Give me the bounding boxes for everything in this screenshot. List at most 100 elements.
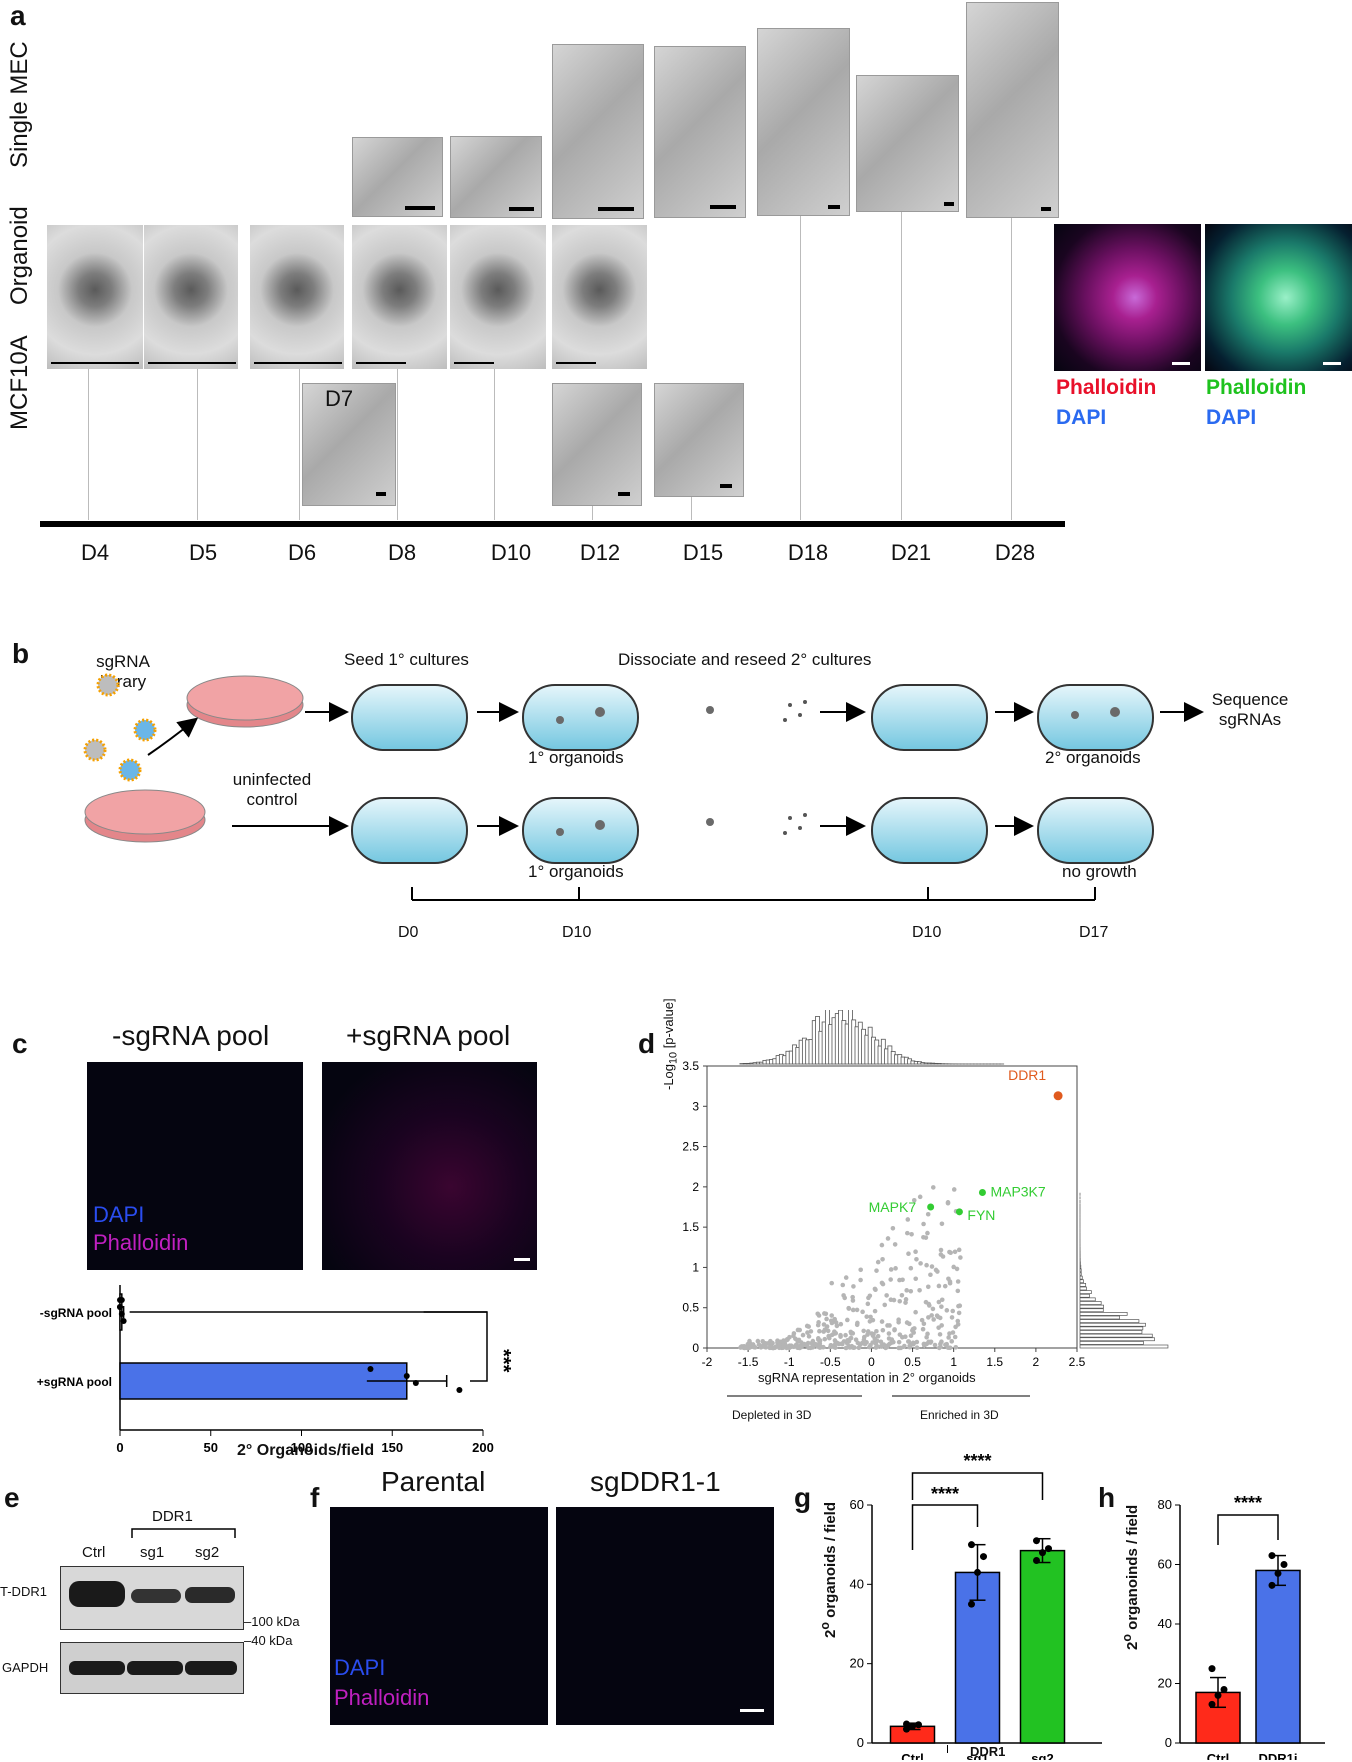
d-point xyxy=(900,1277,905,1283)
d-point xyxy=(857,1342,863,1348)
h-chart-point xyxy=(1220,1685,1228,1693)
c-image-minus-sgrna: DAPI Phalloidin xyxy=(87,1062,303,1270)
g-chart-point xyxy=(1033,1537,1040,1545)
d-xtick-label: 2 xyxy=(1033,1355,1040,1369)
d-point xyxy=(781,1338,786,1343)
d-point xyxy=(946,1345,952,1350)
d-point xyxy=(874,1338,880,1344)
d-point xyxy=(791,1333,796,1339)
d-ytick-label: 2 xyxy=(692,1180,699,1194)
c-point xyxy=(367,1366,374,1372)
d-point xyxy=(944,1308,950,1313)
g-chart-point xyxy=(903,1720,910,1728)
d-point xyxy=(875,1333,881,1339)
d-point xyxy=(902,1343,907,1349)
day-label-d28: D28 xyxy=(994,540,1036,565)
d-point xyxy=(826,1333,832,1339)
day-line xyxy=(494,330,495,520)
d-right-histogram-bar xyxy=(1079,1301,1102,1305)
stain2-phalloidin: Phalloidin xyxy=(1206,376,1307,399)
d-point xyxy=(848,1329,854,1335)
d-point xyxy=(907,1344,913,1350)
day-line xyxy=(299,330,300,520)
d-right-histogram-bar xyxy=(1079,1283,1087,1287)
d-point xyxy=(832,1316,838,1322)
h-chart-category-label: DDR1i xyxy=(1258,1751,1297,1760)
d-point xyxy=(829,1313,835,1318)
d-point xyxy=(899,1293,905,1298)
panel-d-label: d xyxy=(638,1028,656,1059)
d-point xyxy=(939,1297,945,1303)
d-point xyxy=(874,1328,879,1334)
e-blot-ddr1 xyxy=(60,1566,244,1630)
d-point xyxy=(890,1225,896,1231)
d-point xyxy=(940,1254,946,1259)
c-category-label: -sgRNA pool xyxy=(40,1306,112,1320)
day-label-d10: D10 xyxy=(490,540,532,565)
g-chart-category-label: Ctrl xyxy=(901,1751,923,1760)
d-point xyxy=(791,1344,797,1350)
e-mw-100: –100 kDa xyxy=(244,1614,300,1629)
d-point xyxy=(853,1337,859,1342)
c-legend-phalloidin: Phalloidin xyxy=(93,1230,189,1255)
organoid-image-d5 xyxy=(144,225,238,369)
d-point xyxy=(824,1324,830,1329)
d-point xyxy=(829,1320,835,1326)
f-legend-dapi: DAPI xyxy=(334,1655,386,1680)
d-point xyxy=(786,1344,792,1350)
d-point xyxy=(760,1339,765,1344)
d-xtick-label: -2 xyxy=(702,1355,713,1369)
d-point xyxy=(838,1321,844,1327)
day-label-d18: D18 xyxy=(787,540,829,565)
d-highlight-label: FYN xyxy=(967,1207,995,1223)
seed-label: Seed 1° cultures xyxy=(344,650,469,669)
g-ylabel: 2o organoids / field xyxy=(818,1502,839,1638)
d-point xyxy=(886,1342,891,1348)
d-ytick-label: 2.5 xyxy=(682,1140,699,1154)
d-point xyxy=(824,1316,829,1322)
d-point xyxy=(934,1313,940,1318)
d-point xyxy=(957,1303,963,1309)
d-point xyxy=(801,1343,807,1348)
g-chart-ytick-label: 60 xyxy=(850,1497,864,1512)
h-significance: **** xyxy=(1234,1493,1262,1513)
d-point xyxy=(948,1250,953,1255)
mcf10a-image-d12 xyxy=(552,383,642,506)
e-mw-40: –40 kDa xyxy=(244,1633,293,1648)
d-point xyxy=(950,1308,956,1314)
h-ylabel: 2o organoinds / field xyxy=(1120,1504,1141,1650)
d-point xyxy=(923,1299,929,1305)
c-point xyxy=(120,1318,127,1324)
d-point xyxy=(908,1288,914,1294)
g-chart-point xyxy=(909,1722,916,1730)
e-lane-sg2: sg2 xyxy=(195,1544,220,1561)
d-point xyxy=(955,1279,961,1284)
d-ytick-label: 1 xyxy=(692,1260,699,1274)
d-point xyxy=(880,1327,886,1333)
d-point xyxy=(836,1341,842,1347)
d-point xyxy=(875,1259,881,1265)
d-point xyxy=(751,1343,757,1349)
d-point xyxy=(879,1344,884,1349)
c-point xyxy=(412,1380,419,1386)
organoid-image-d8 xyxy=(352,225,447,369)
g-chart-ytick-label: 0 xyxy=(857,1735,864,1750)
d-point xyxy=(936,1325,941,1330)
d-point xyxy=(931,1317,936,1322)
d-point xyxy=(846,1306,852,1311)
c-image-plus-sgrna xyxy=(322,1062,537,1270)
d-point xyxy=(951,1187,957,1192)
f-image2-title: sgDDR1-1 xyxy=(590,1466,721,1497)
d-point xyxy=(781,1344,786,1350)
d-right-histogram-bar xyxy=(1079,1290,1092,1294)
g-chart-bar xyxy=(1019,1549,1066,1744)
day-line xyxy=(592,505,593,520)
d-point xyxy=(888,1297,894,1303)
d-point xyxy=(819,1344,824,1350)
d-point xyxy=(930,1185,936,1190)
d-point xyxy=(746,1345,752,1351)
d-point xyxy=(851,1284,856,1289)
d-point xyxy=(946,1335,951,1340)
g-chart-ytick-label: 20 xyxy=(850,1656,864,1671)
d-point xyxy=(924,1262,929,1268)
